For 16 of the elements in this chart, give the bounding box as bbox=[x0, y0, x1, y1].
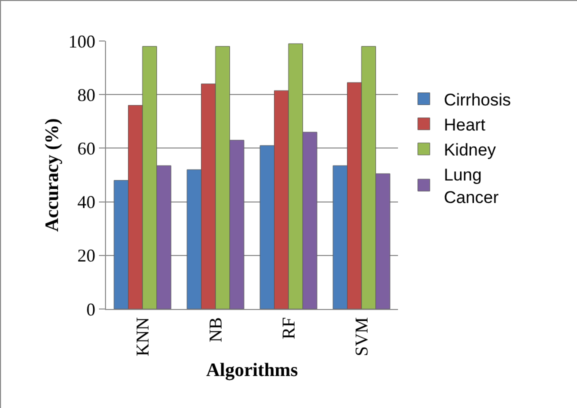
legend-label: Heart bbox=[444, 115, 486, 134]
x-tick-label: KNN bbox=[132, 317, 152, 356]
x-tick-label: RF bbox=[278, 317, 298, 340]
legend-label: Kidney bbox=[444, 140, 496, 160]
y-tick-label: 40 bbox=[77, 192, 96, 212]
x-axis-title: Algorithms bbox=[206, 360, 298, 381]
y-tick-label: 60 bbox=[77, 138, 96, 158]
x-tick-label: SVM bbox=[351, 317, 372, 356]
legend-label: Lung Cancer bbox=[444, 166, 499, 207]
y-tick-label: 20 bbox=[77, 246, 96, 266]
y-tick-label: 0 bbox=[86, 299, 96, 320]
x-tick-label: NB bbox=[205, 317, 226, 342]
y-axis-title: Accuracy (%) bbox=[42, 118, 63, 232]
y-tick-label: 80 bbox=[77, 84, 96, 105]
y-tick-label: 100 bbox=[68, 31, 96, 52]
legend-label: Cirrhosis bbox=[444, 90, 511, 110]
